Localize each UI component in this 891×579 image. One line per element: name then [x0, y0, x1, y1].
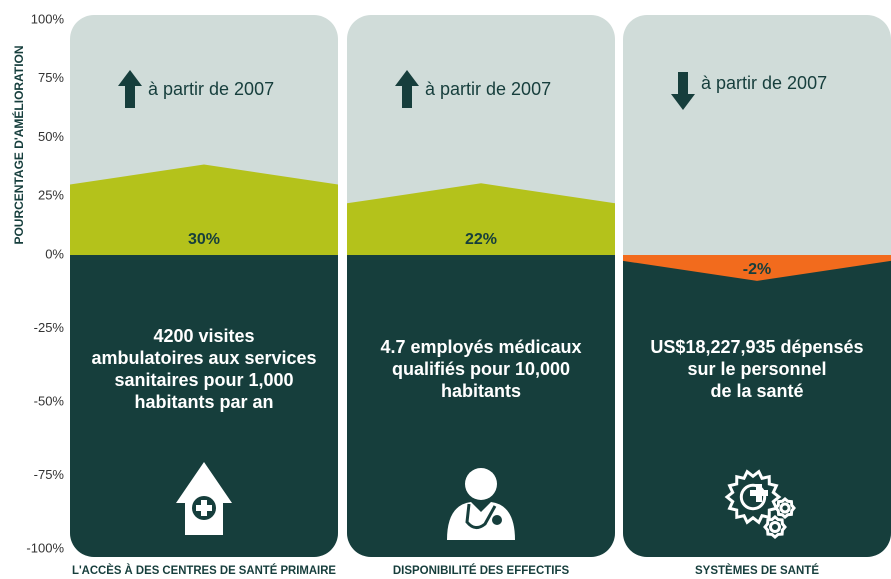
trend-arrow [395, 70, 419, 108]
icon-gear [763, 515, 787, 539]
y-tick-label: 0% [45, 246, 64, 261]
trend-arrow [671, 72, 695, 110]
description: habitants par an [134, 392, 273, 412]
y-tick-label: 100% [31, 11, 65, 26]
panel [347, 15, 615, 557]
icon-gear-hub [779, 502, 791, 514]
x-tick-label: DISPONIBILITÉ DES EFFECTIFS [393, 564, 570, 577]
y-axis-label: POURCENTAGE D'AMÉLIORATION [11, 45, 26, 244]
y-tick-label: -25% [34, 320, 65, 335]
description: qualifiés pour 10,000 [392, 359, 570, 379]
y-tick-label: 50% [38, 129, 64, 144]
description: ambulatoires aux services [91, 348, 316, 368]
description: 4.7 employés médicaux [380, 337, 581, 357]
trend-label: à partir de 2007 [425, 79, 551, 99]
icon [724, 469, 796, 539]
panel-base [347, 255, 615, 557]
panel [70, 15, 338, 557]
y-tick-label: -75% [34, 467, 65, 482]
bar [70, 164, 338, 255]
y-tick-label: 75% [38, 70, 64, 85]
panel-base [623, 255, 891, 557]
trend-label: à partir de 2007 [148, 79, 274, 99]
x-tick-label: SYSTÈMES DE SANTÉ [695, 564, 819, 577]
description: de la santé [710, 381, 803, 401]
value-label: 30% [188, 231, 220, 248]
trend-label: à partir de 2007 [701, 73, 827, 93]
description: sanitaires pour 1,000 [114, 370, 293, 390]
panel [623, 15, 891, 557]
description: sur le personnel [687, 359, 826, 379]
y-tick-label: -100% [26, 540, 64, 555]
description: US$18,227,935 dépensés [650, 337, 863, 357]
description: habitants [441, 381, 521, 401]
icon-plus [196, 500, 212, 516]
description: 4200 visites [153, 326, 254, 346]
icon-head [465, 468, 497, 500]
icon-stetho-end [492, 515, 502, 525]
icon-body [447, 502, 515, 540]
trend-arrow [118, 70, 142, 108]
y-tick-label: 25% [38, 188, 64, 203]
icon-gear-hub [769, 521, 781, 533]
icon [447, 468, 515, 540]
bar [623, 255, 891, 281]
icon [176, 462, 232, 535]
icon-gear [774, 497, 796, 519]
icon-stethoscope [465, 503, 497, 529]
icon-plus [750, 484, 768, 502]
y-tick-label: -50% [34, 393, 65, 408]
icon-gear-hub [739, 483, 767, 511]
icon-gear [724, 469, 782, 525]
value-label: 22% [465, 231, 497, 248]
x-tick-label: L'ACCÈS À DES CENTRES DE SANTÉ PRIMAIRE [72, 564, 336, 577]
value-label: -2% [743, 261, 771, 278]
bar [347, 183, 615, 255]
